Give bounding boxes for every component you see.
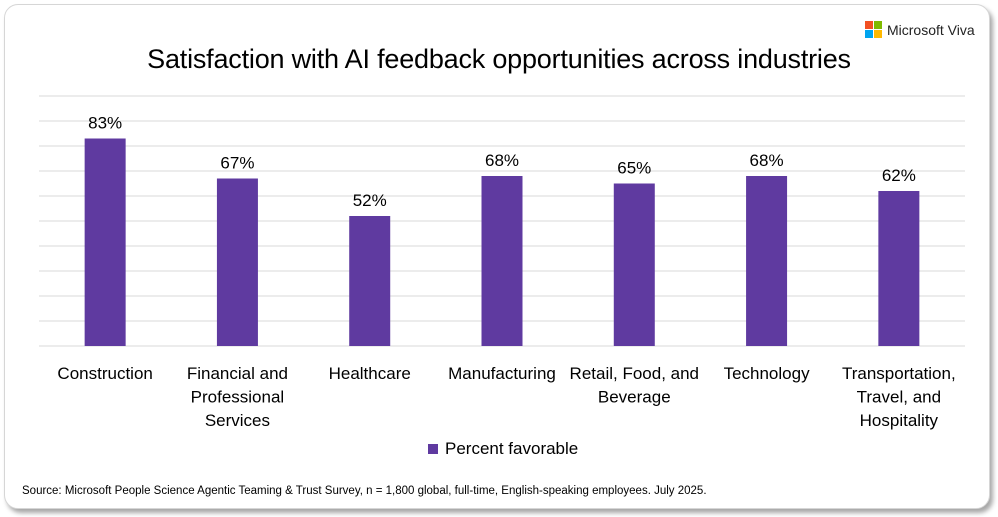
chart-title: Satisfaction with AI feedback opportunit… [147, 44, 851, 74]
data-label: 62% [882, 166, 916, 185]
bar-7 [878, 191, 920, 346]
bar-5 [613, 183, 655, 346]
legend: Percent favorable [428, 439, 578, 459]
bar-3 [349, 216, 391, 346]
bar-6 [746, 176, 788, 346]
data-label: 65% [617, 159, 651, 178]
x-tick-label: Financial and Professional Services [187, 364, 288, 430]
bar-2 [216, 178, 258, 346]
x-tick-label: Retail, Food, and Beverage [570, 364, 699, 407]
data-label: 68% [485, 151, 519, 170]
data-label: 68% [750, 151, 784, 170]
legend-swatch [428, 444, 438, 454]
x-tick-label: Technology [724, 364, 811, 383]
x-tick-label: Manufacturing [448, 364, 556, 383]
data-label: 67% [220, 154, 254, 173]
bar-1 [84, 138, 126, 346]
microsoft-viva-logo: Microsoft Viva [865, 21, 975, 38]
brand-name: Microsoft Viva [887, 21, 975, 38]
x-tick-label: Construction [57, 364, 152, 383]
data-label: 52% [353, 191, 387, 210]
microsoft-logo-icon [865, 21, 882, 38]
bar-4 [481, 176, 523, 346]
x-tick-label: Transportation, Travel, and Hospitality [842, 364, 956, 430]
source-note: Source: Microsoft People Science Agentic… [22, 485, 707, 497]
data-label: 83% [88, 114, 122, 133]
x-tick-label: Healthcare [329, 364, 411, 383]
legend-label: Percent favorable [445, 439, 579, 458]
